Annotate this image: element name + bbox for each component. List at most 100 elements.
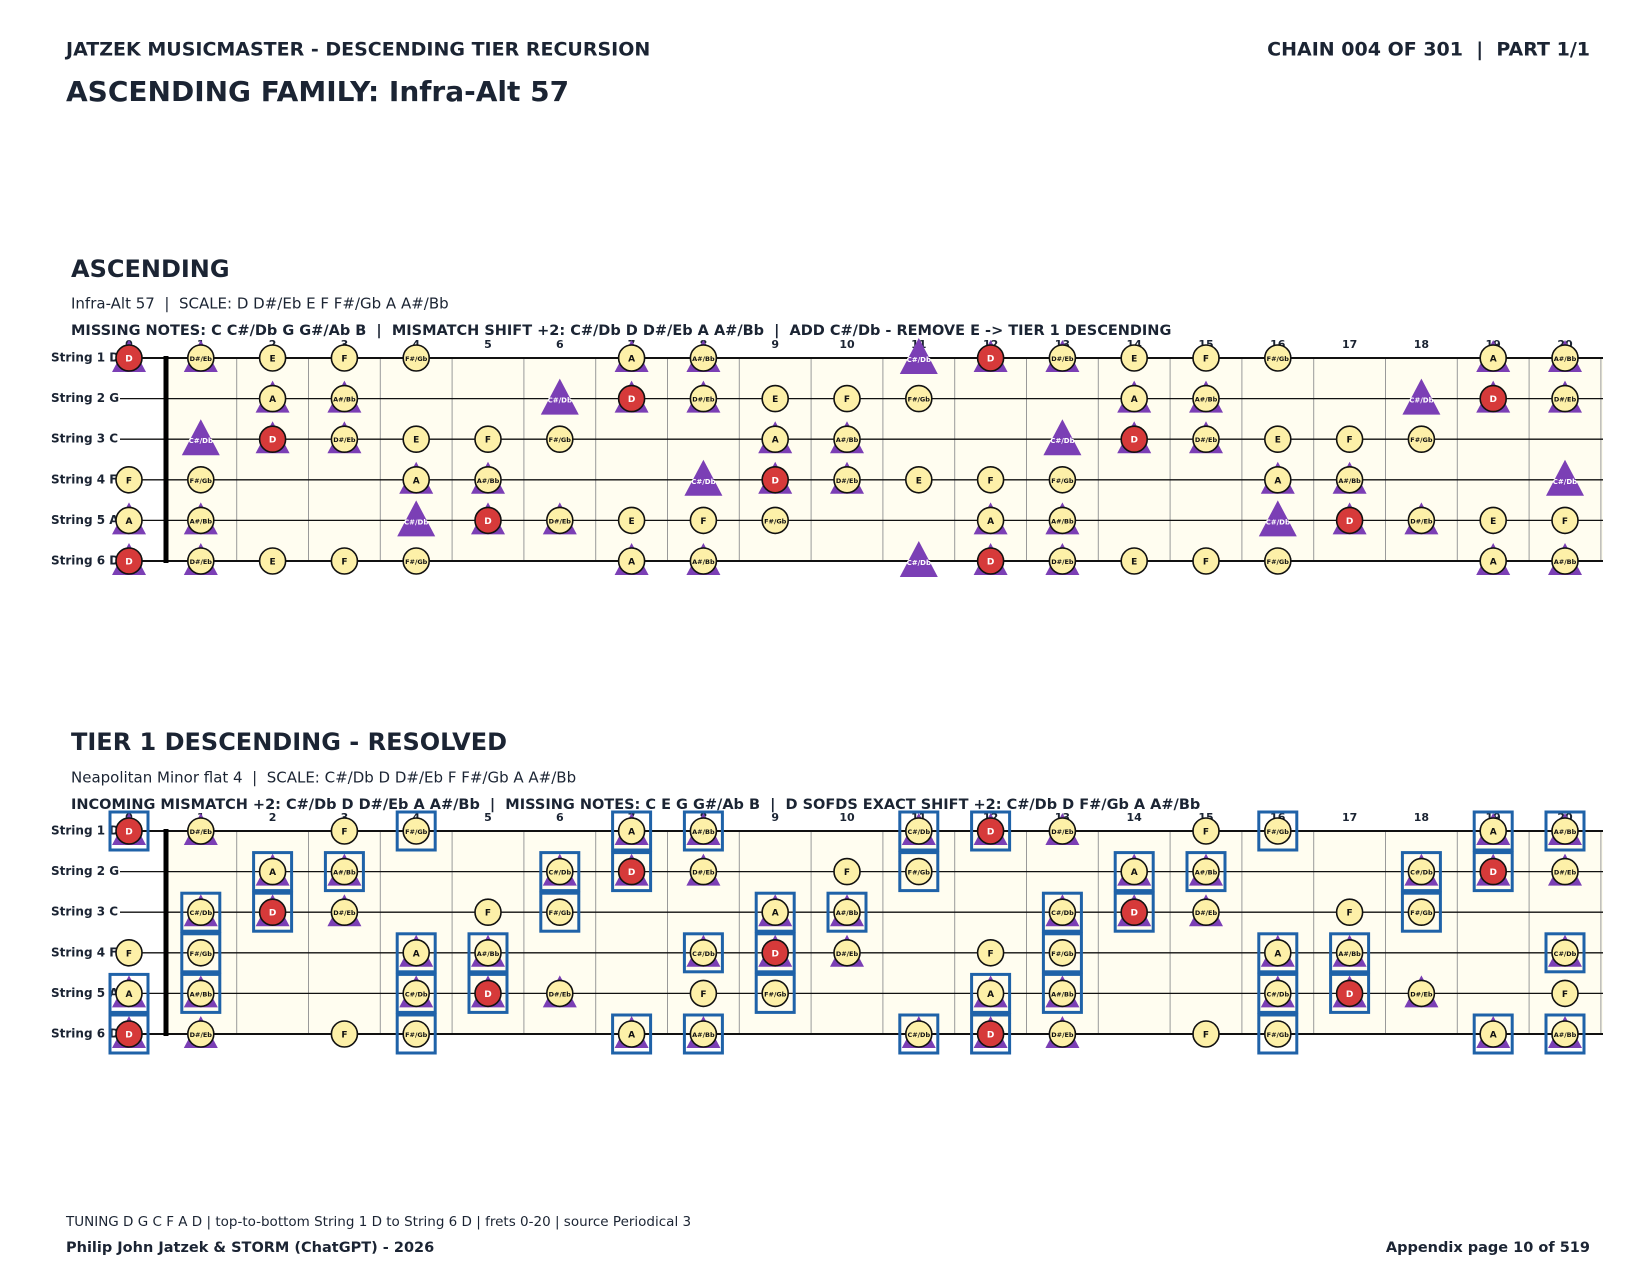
note-label: F [126,476,132,486]
string-label: String 4 F [51,945,117,959]
note-circle [1479,506,1507,535]
note-label: A#/Bb [333,396,356,404]
note-circle [689,1020,718,1048]
box-marker [180,972,222,1014]
note-label: A [628,355,635,365]
note-label: D [484,517,491,527]
note-circle [761,425,790,454]
note-label: C#/Db [1266,518,1290,526]
note-label: A#/Bb [1338,950,1361,958]
note-circle [330,817,359,845]
note-circle [689,344,718,372]
note-label: A#/Bb [1195,869,1218,877]
note-circle [474,465,502,494]
note-label: E [1131,355,1137,365]
note-circle [1407,857,1436,886]
note-label: A#/Bb [1051,990,1074,998]
note-circle [402,465,431,494]
box-marker [1113,851,1155,893]
box-marker [754,891,796,933]
box-marker [395,1013,437,1055]
note-label: C#/Db [907,1031,930,1039]
note-circle [1192,425,1220,454]
box-marker [1472,851,1514,893]
note-label: C#/Db [405,990,428,998]
footer-note: TUNING D G C F A D | top-to-bottom Strin… [65,1214,691,1230]
note-label: A#/Bb [477,477,500,485]
header-left: JATZEK MUSICMASTER - DESCENDING TIER REC… [64,39,650,61]
fret-number: 9 [771,338,779,351]
note-label: D#/Eb [190,558,213,566]
note-label: A#/Bb [477,950,500,958]
note-circle [617,1020,646,1048]
note-label: D#/Eb [1195,436,1218,444]
note-circle [904,817,933,845]
note-circle [258,898,287,927]
note-circle [1407,425,1436,454]
string-label: String 5 A [51,513,119,527]
note-label: A#/Bb [836,436,859,444]
note-label: F#/Gb [405,828,428,836]
note-circle [1192,547,1220,575]
note-label: F [341,558,347,568]
note-circle [976,547,1005,575]
box-marker [1041,972,1083,1014]
note-circle [689,857,718,886]
note-circle [833,465,861,494]
note-label: D#/Eb [1554,396,1577,404]
note-label: A#/Bb [1554,558,1577,566]
note-circle [1335,938,1364,967]
note-label: A [1490,1031,1497,1041]
box-marker [898,810,940,852]
note-label: D [628,395,635,405]
string-label: String 1 D [51,351,119,365]
note-label: D [125,1031,132,1041]
note-label: D [269,909,276,919]
box-marker [1041,932,1083,974]
note-circle [1551,344,1579,372]
box-marker [467,972,509,1014]
note-label: A [1274,949,1281,959]
note-circle [402,547,431,575]
note-circle [330,898,359,927]
note-label: D#/Eb [836,477,859,485]
header-right: CHAIN 004 OF 301 | PART 1/1 [1267,39,1590,61]
note-label: D#/Eb [1195,909,1218,917]
note-label: F [1562,517,1568,527]
note-label: F [1203,1031,1209,1041]
note-label: A#/Bb [333,869,356,877]
note-circle [545,898,574,927]
note-label: F#/Gb [190,477,213,485]
box-marker [1185,851,1227,893]
note-label: F [341,355,347,365]
note-circle [1192,857,1220,886]
fret-number: 17 [1342,811,1357,824]
note-label: F [844,868,850,878]
fret-number: 6 [556,811,564,824]
box-marker [252,851,294,893]
note-circle [1048,465,1077,494]
note-label: F#/Gb [764,990,787,998]
note-label: D [771,476,778,486]
note-circle [402,817,431,845]
note-label: C#/Db [907,828,930,836]
note-label: F [485,436,491,446]
note-circle [689,506,718,535]
note-label: A [413,949,420,959]
note-label: D [1346,990,1353,1000]
note-circle [1192,817,1220,845]
note-label: F [341,828,347,838]
box-marker [1544,932,1586,974]
note-circle [115,817,143,845]
box-marker [1472,1013,1514,1055]
note-label: A#/Bb [190,990,213,998]
fret-number: 10 [839,811,855,824]
note-circle [1192,384,1220,413]
box-marker [898,1013,940,1055]
note-label: F#/Gb [405,558,428,566]
panel-subtitle: Infra-Alt 57 | SCALE: D D#/Eb E F F#/Gb … [71,295,449,313]
note-circle [1264,1020,1292,1048]
note-circle [1048,547,1077,575]
note-circle [402,344,431,372]
footer-page: Appendix page 10 of 519 [1386,1240,1590,1256]
